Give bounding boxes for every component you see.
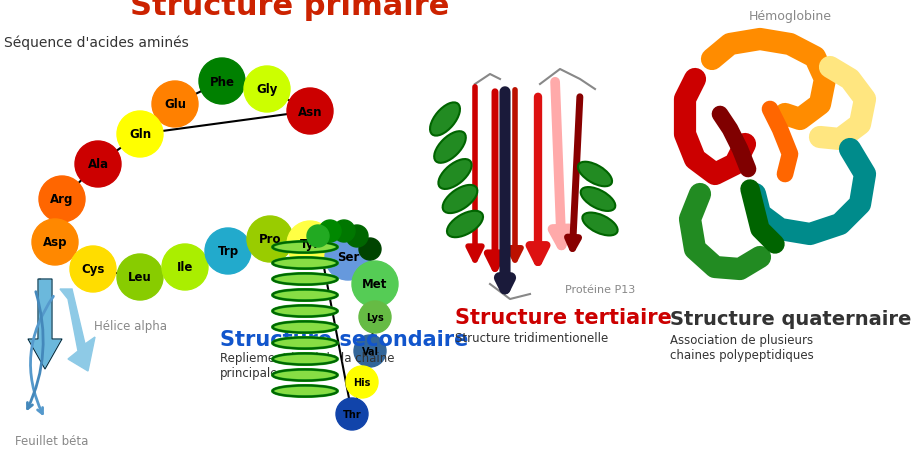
Circle shape xyxy=(75,142,121,188)
Circle shape xyxy=(39,177,85,222)
Circle shape xyxy=(307,226,329,248)
Text: Pro: Pro xyxy=(259,233,281,246)
Text: Structure secondaire: Structure secondaire xyxy=(220,329,468,349)
Circle shape xyxy=(346,366,378,398)
Text: Tyr: Tyr xyxy=(300,238,320,251)
Text: Ser: Ser xyxy=(337,251,359,264)
Circle shape xyxy=(325,235,371,281)
Ellipse shape xyxy=(273,386,337,397)
Circle shape xyxy=(152,82,198,128)
Circle shape xyxy=(359,239,381,260)
Circle shape xyxy=(32,220,78,265)
Ellipse shape xyxy=(273,290,337,301)
Circle shape xyxy=(199,59,245,105)
Circle shape xyxy=(117,254,163,300)
Text: Cys: Cys xyxy=(81,263,104,276)
Text: Glu: Glu xyxy=(164,98,186,111)
Circle shape xyxy=(205,229,251,274)
Text: Hélice alpha: Hélice alpha xyxy=(93,319,166,332)
Ellipse shape xyxy=(582,213,617,236)
Polygon shape xyxy=(28,279,62,369)
Polygon shape xyxy=(60,290,95,371)
Ellipse shape xyxy=(273,242,337,253)
Circle shape xyxy=(287,221,333,267)
Circle shape xyxy=(319,221,341,243)
Circle shape xyxy=(352,262,398,307)
Text: Structure primaire: Structure primaire xyxy=(130,0,449,21)
Text: Structure tertiaire: Structure tertiaire xyxy=(455,307,672,327)
Text: Gly: Gly xyxy=(256,83,278,96)
Circle shape xyxy=(70,246,116,292)
Ellipse shape xyxy=(273,322,337,333)
Ellipse shape xyxy=(273,274,337,285)
Text: Gln: Gln xyxy=(129,128,151,141)
Circle shape xyxy=(117,112,163,158)
Circle shape xyxy=(287,89,333,135)
Circle shape xyxy=(247,216,293,262)
Ellipse shape xyxy=(273,338,337,349)
Text: Ile: Ile xyxy=(176,261,193,274)
Text: Lys: Lys xyxy=(366,312,383,322)
Ellipse shape xyxy=(273,306,337,317)
Ellipse shape xyxy=(443,185,478,214)
Text: Association de plusieurs
chaines polypeptidiques: Association de plusieurs chaines polypep… xyxy=(670,333,814,361)
Text: Met: Met xyxy=(362,278,388,291)
Circle shape xyxy=(336,398,368,430)
Ellipse shape xyxy=(438,160,471,189)
Circle shape xyxy=(346,226,368,248)
Text: Thr: Thr xyxy=(343,409,361,419)
Text: Asp: Asp xyxy=(43,236,67,249)
Text: Ala: Ala xyxy=(88,158,108,171)
Ellipse shape xyxy=(578,162,612,187)
Circle shape xyxy=(244,67,290,113)
Circle shape xyxy=(354,335,386,367)
Ellipse shape xyxy=(430,103,460,136)
Circle shape xyxy=(359,301,391,333)
Text: Feuillet béta: Feuillet béta xyxy=(16,434,89,447)
Text: Phe: Phe xyxy=(210,75,235,88)
Text: Trp: Trp xyxy=(217,245,238,258)
Text: Structure tridimentionelle: Structure tridimentionelle xyxy=(455,331,608,344)
Text: His: His xyxy=(353,377,371,387)
Text: Asn: Asn xyxy=(298,105,322,118)
Ellipse shape xyxy=(447,212,483,238)
Text: Repliement local de la chaine
principale: Repliement local de la chaine principale xyxy=(220,351,395,379)
Text: Protéine P13: Protéine P13 xyxy=(565,285,636,295)
Text: Hémoglobine: Hémoglobine xyxy=(748,10,832,23)
Ellipse shape xyxy=(273,258,337,269)
Ellipse shape xyxy=(434,132,466,163)
Text: Arg: Arg xyxy=(50,193,74,206)
Ellipse shape xyxy=(273,354,337,365)
Ellipse shape xyxy=(580,188,615,212)
Text: Val: Val xyxy=(361,346,379,356)
Text: Structure quaternaire: Structure quaternaire xyxy=(670,309,911,328)
Circle shape xyxy=(162,244,208,290)
Ellipse shape xyxy=(273,369,337,381)
Text: Séquence d'acides aminés: Séquence d'acides aminés xyxy=(4,35,188,50)
Circle shape xyxy=(333,221,355,243)
Text: Leu: Leu xyxy=(128,271,152,284)
